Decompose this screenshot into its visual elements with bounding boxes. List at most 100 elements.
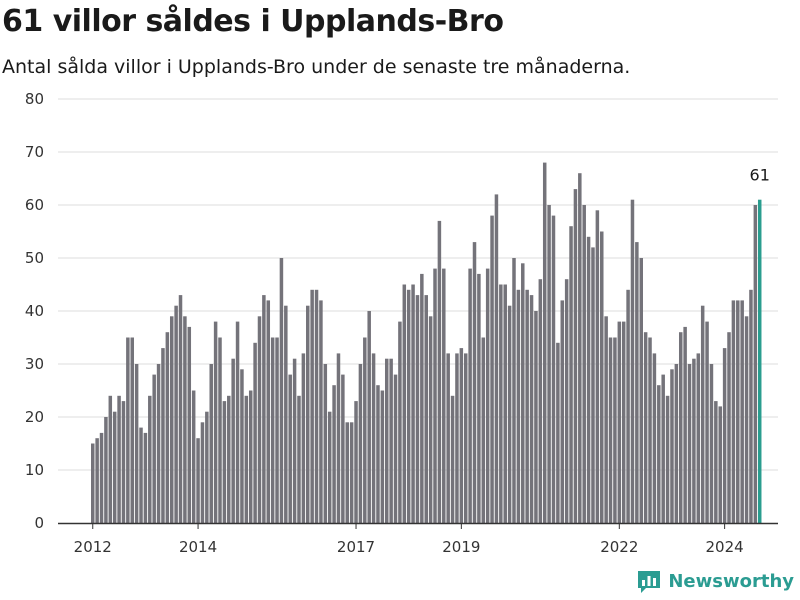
bar <box>301 353 306 523</box>
bar <box>262 295 266 523</box>
bar <box>639 258 643 523</box>
bar <box>200 422 205 523</box>
brand-logo: Newsworthy <box>636 568 794 594</box>
bar <box>183 316 187 523</box>
bar <box>393 374 398 523</box>
bar <box>148 395 152 523</box>
bar <box>521 263 525 523</box>
bar <box>534 311 538 523</box>
bar <box>336 353 341 523</box>
bar <box>727 332 731 523</box>
bar <box>121 401 126 523</box>
bar <box>209 364 213 523</box>
bar <box>306 305 310 523</box>
bar <box>288 374 292 523</box>
bar <box>525 289 529 523</box>
bar <box>507 305 512 523</box>
bar <box>560 300 565 523</box>
bar <box>731 300 736 523</box>
bar <box>297 395 301 523</box>
bar <box>529 295 534 523</box>
bar <box>222 401 227 523</box>
bar <box>600 231 604 523</box>
bar <box>112 411 117 523</box>
y-tick-label: 0 <box>34 514 44 532</box>
bar <box>411 284 415 523</box>
x-tick-label: 2017 <box>337 538 375 556</box>
bar <box>169 316 174 523</box>
bar <box>327 411 332 523</box>
bar <box>433 268 437 523</box>
bar <box>670 369 674 523</box>
highlight-data-label: 61 <box>750 166 770 185</box>
bar <box>472 242 477 523</box>
bar <box>187 326 192 523</box>
bar <box>692 358 696 523</box>
bar <box>389 358 393 523</box>
bar <box>345 422 350 523</box>
bar <box>314 289 319 523</box>
bar <box>279 258 284 523</box>
bar <box>661 374 665 523</box>
bar <box>490 215 494 523</box>
bar <box>556 342 560 523</box>
bar <box>235 321 240 523</box>
bar <box>538 279 543 523</box>
chart-title: 61 villor såldes i Upplands-Bro <box>2 4 504 39</box>
bar <box>424 295 428 523</box>
bar <box>714 401 718 523</box>
bar <box>341 374 345 523</box>
bar <box>227 395 231 523</box>
bar <box>143 432 148 523</box>
bar <box>586 236 591 524</box>
bar <box>591 247 595 523</box>
bar <box>455 353 459 523</box>
bar <box>450 395 455 523</box>
bar <box>108 395 113 523</box>
bar <box>643 332 648 523</box>
bar <box>270 337 275 523</box>
bar <box>178 295 183 523</box>
y-tick-label: 10 <box>25 461 44 479</box>
bar <box>740 300 744 523</box>
brand-name: Newsworthy <box>668 570 794 592</box>
bar <box>266 300 271 523</box>
bar <box>626 289 630 523</box>
bar <box>231 358 235 523</box>
bar <box>367 311 371 523</box>
bar <box>323 364 328 523</box>
bar <box>437 220 442 523</box>
y-tick-label: 50 <box>25 249 44 267</box>
bar <box>319 300 323 523</box>
bar <box>398 321 402 523</box>
bar <box>354 401 358 523</box>
bar <box>481 337 486 523</box>
bar <box>130 337 134 523</box>
bar <box>95 438 99 523</box>
y-axis-ticks: 0 10 20 30 40 50 60 70 80 <box>25 90 44 532</box>
bar <box>349 422 354 523</box>
bar <box>499 284 503 523</box>
bar <box>152 374 156 523</box>
bar <box>652 353 657 523</box>
bar <box>442 268 446 523</box>
bar <box>604 316 608 523</box>
bar <box>371 353 376 523</box>
bar <box>275 337 279 523</box>
bar <box>406 289 411 523</box>
bar <box>700 305 705 523</box>
bar <box>665 395 670 523</box>
chart-subtitle: Antal sålda villor i Upplands-Bro under … <box>2 56 631 78</box>
bar <box>503 284 507 523</box>
bar <box>753 205 758 523</box>
bar <box>582 205 586 523</box>
bar <box>722 348 727 523</box>
bar <box>547 205 551 523</box>
bar <box>253 342 257 523</box>
bar <box>621 321 626 523</box>
bar <box>564 279 569 523</box>
bar <box>257 316 262 523</box>
bar <box>380 390 385 523</box>
bar <box>161 348 165 523</box>
